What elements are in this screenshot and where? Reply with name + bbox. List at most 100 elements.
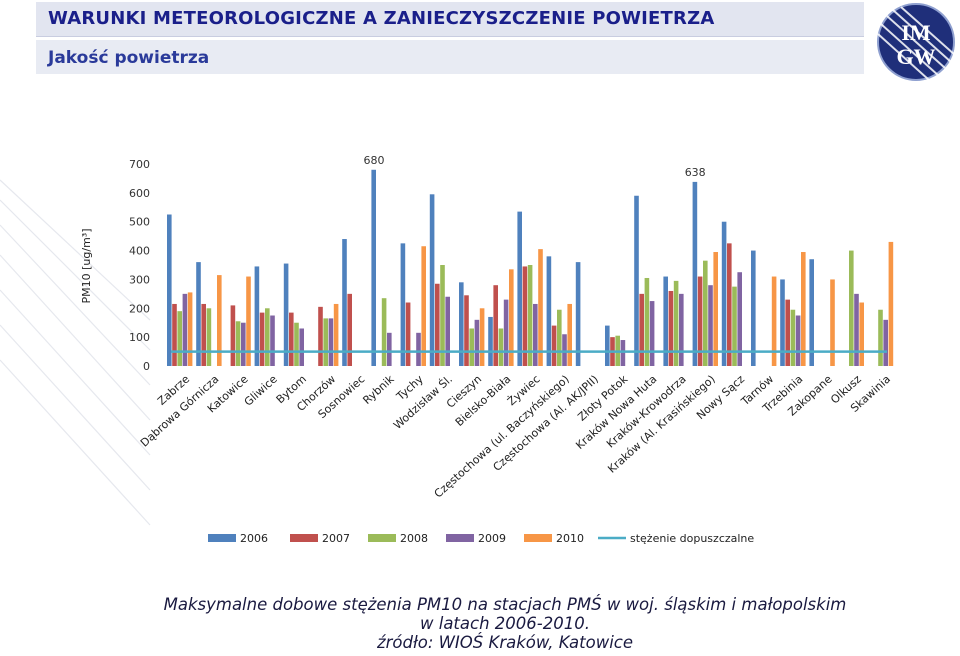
bar-2010 <box>830 279 835 366</box>
bar-2006 <box>167 214 172 366</box>
bar-2008 <box>381 298 387 366</box>
bar-2008 <box>849 250 854 366</box>
y-tick-label: 500 <box>129 216 150 229</box>
bar-2008 <box>527 265 533 366</box>
bar-2009 <box>387 332 392 366</box>
bar-2009 <box>299 328 304 366</box>
title-bar: WARUNKI METEOROLOGICZNE A ZANIECZYSZCZEN… <box>36 2 864 37</box>
category-label: Rybnik <box>360 372 397 407</box>
y-tick-label: 100 <box>129 331 150 344</box>
bar-2007 <box>172 303 177 366</box>
legend-label: 2007 <box>322 532 350 545</box>
bar-2006 <box>809 259 814 366</box>
bar-2007 <box>522 266 528 366</box>
svg-text:IM: IM <box>901 20 931 45</box>
bar-2007 <box>318 306 323 366</box>
legend-swatch-2009 <box>446 534 474 542</box>
y-tick-label: 0 <box>143 360 150 373</box>
bar-2008 <box>235 321 241 366</box>
y-tick-label: 200 <box>129 302 150 315</box>
bar-2009 <box>241 322 246 366</box>
bar-2008 <box>703 260 708 366</box>
bar-2006 <box>605 325 610 366</box>
bar-2006 <box>634 195 639 366</box>
bar-2007 <box>668 290 674 366</box>
bar-2009 <box>854 293 859 366</box>
bar-2006 <box>429 194 435 366</box>
bar-2008 <box>790 309 796 366</box>
page-title: WARUNKI METEOROLOGICZNE A ZANIECZYSZCZEN… <box>48 8 715 29</box>
bar-2008 <box>644 277 650 366</box>
y-tick-label: 300 <box>129 273 150 286</box>
legend-label: 2009 <box>478 532 506 545</box>
pm10-chart: 0 100 200 300 400 500 600 700 PM10 [ug/m³] 680 638… <box>80 154 894 545</box>
bar-2007 <box>405 302 411 366</box>
bar-2008 <box>673 280 679 366</box>
subtitle-bar: Jakość powietrza <box>36 40 864 74</box>
bar-2010 <box>187 292 193 366</box>
caption-line-1: Maksymalne dobowe stężenia PM10 na stacj… <box>163 595 847 614</box>
bar-2006 <box>692 181 698 366</box>
bar-2007 <box>727 243 732 366</box>
bar-2006 <box>371 169 376 366</box>
value-annotation: 638 <box>685 166 706 179</box>
bar-2009 <box>416 332 421 366</box>
bar-2009 <box>474 319 480 366</box>
bar-2007 <box>347 293 352 366</box>
value-annotation: 680 <box>364 154 385 167</box>
bar-2008 <box>557 309 562 366</box>
legend-swatch-2006 <box>208 534 236 542</box>
bar-2008 <box>323 318 328 366</box>
bar-2006 <box>400 243 406 366</box>
category-label: Gliwice <box>242 372 280 408</box>
bar-2009 <box>708 285 713 366</box>
bar-2007 <box>785 299 790 366</box>
bar-2007 <box>697 276 703 366</box>
bar-2007 <box>493 285 498 366</box>
bar-2010 <box>421 246 426 366</box>
bar-2006 <box>663 276 668 366</box>
caption-line-3: źródło: WIOŚ Kraków, Katowice <box>376 633 634 652</box>
bar-2008 <box>732 286 737 366</box>
bar-2009 <box>737 272 742 366</box>
bar-2008 <box>498 328 504 366</box>
bar-2009 <box>795 315 801 366</box>
bar-2008 <box>206 308 212 366</box>
bar-2010 <box>771 276 777 366</box>
bar-2006 <box>546 256 552 366</box>
bar-2010 <box>859 302 864 366</box>
bar-2009 <box>562 334 567 366</box>
bar-2010 <box>713 252 718 366</box>
y-axis-label: PM10 [ug/m³] <box>80 229 93 304</box>
bar-2007 <box>201 303 206 366</box>
bar-2006 <box>575 262 581 366</box>
bar-2007 <box>551 325 557 366</box>
bar-2010 <box>509 269 514 366</box>
bar-2009 <box>182 293 188 366</box>
legend-label: 2008 <box>400 532 428 545</box>
decorative-streaks <box>0 179 151 526</box>
bar-2007 <box>435 283 440 366</box>
bar-2010 <box>246 276 251 366</box>
bar-2009 <box>533 303 538 366</box>
bar-2010 <box>538 249 543 366</box>
bar-2009 <box>679 293 684 366</box>
bar-2006 <box>459 282 464 366</box>
bar-2007 <box>259 312 265 366</box>
page-subtitle: Jakość powietrza <box>48 48 210 68</box>
bar-2009 <box>445 296 450 366</box>
svg-text:GW: GW <box>896 44 935 69</box>
bar-2009 <box>620 340 626 366</box>
bar-2006 <box>254 266 260 366</box>
bar-2007 <box>230 305 236 366</box>
bar-2008 <box>469 328 474 366</box>
bar-2008 <box>440 265 445 366</box>
legend-label: stężenie dopuszczalne <box>630 532 754 545</box>
bar-2006 <box>488 316 493 366</box>
bar-2010 <box>888 241 894 366</box>
bar-2006 <box>751 250 756 366</box>
bar-2008 <box>294 322 299 366</box>
legend-swatch-2008 <box>368 534 396 542</box>
caption-line-2: w latach 2006-2010. <box>420 614 590 633</box>
bar-2006 <box>283 263 289 366</box>
